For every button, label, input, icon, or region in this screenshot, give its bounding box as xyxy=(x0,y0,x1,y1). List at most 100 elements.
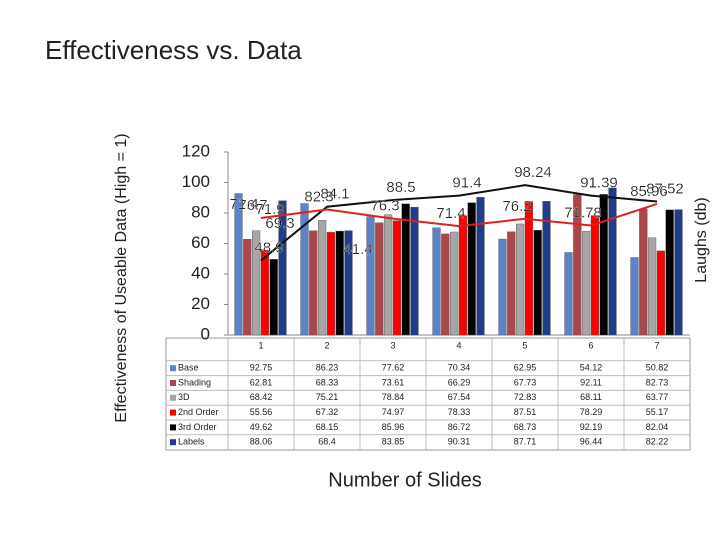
bar xyxy=(432,227,441,336)
legend-swatch xyxy=(170,409,176,416)
table-value: 70.34 xyxy=(448,363,471,373)
bar xyxy=(665,209,674,336)
x-tick-label: 3 xyxy=(390,340,395,350)
bar xyxy=(533,229,542,336)
bar xyxy=(498,238,507,336)
bar xyxy=(410,206,419,336)
table-value: 74.97 xyxy=(382,407,405,417)
table-value: 77.62 xyxy=(382,363,405,373)
y-tick-label: 0 xyxy=(201,324,210,343)
table-value: 85.96 xyxy=(382,422,405,432)
y-tick-label: 120 xyxy=(182,141,210,160)
table-value: 82.73 xyxy=(646,377,669,387)
table-value: 54.12 xyxy=(580,363,603,373)
data-label: 98.24 xyxy=(514,164,552,181)
table-value: 75.21 xyxy=(316,392,339,402)
bar xyxy=(648,237,657,336)
bar xyxy=(326,232,336,336)
table-value: 67.73 xyxy=(514,377,537,387)
table-value: 78.33 xyxy=(448,407,471,417)
table-value: 82.04 xyxy=(646,422,669,432)
table-value: 86.23 xyxy=(316,363,339,373)
legend-swatch xyxy=(170,424,176,431)
data-label: 48.9 xyxy=(254,239,283,256)
table-value: 50.82 xyxy=(646,363,669,373)
bar xyxy=(234,193,243,336)
legend-label: Base xyxy=(178,363,199,373)
y-tick-label: 20 xyxy=(191,294,210,313)
bar xyxy=(269,259,278,336)
y-tick-label: 40 xyxy=(191,263,210,282)
table-value: 72.83 xyxy=(514,392,537,402)
bar xyxy=(450,231,459,336)
bar xyxy=(309,230,318,336)
bar xyxy=(375,222,384,336)
data-label: 76.3 xyxy=(370,198,399,215)
bar xyxy=(608,187,617,336)
bar xyxy=(630,257,639,336)
table-value: 87.51 xyxy=(514,407,537,417)
bar xyxy=(344,230,353,336)
x-tick-label: 1 xyxy=(258,340,263,350)
data-label: 91.39 xyxy=(580,175,618,192)
x-tick-label: 2 xyxy=(324,340,329,350)
y-tick-label: 60 xyxy=(191,233,210,252)
table-value: 66.29 xyxy=(448,377,471,387)
legend-label: 3D xyxy=(178,392,190,402)
x-axis-label: Number of Slides xyxy=(328,469,481,491)
table-value: 63.77 xyxy=(646,392,669,402)
line-series xyxy=(260,202,658,228)
annotation: 69.3 xyxy=(265,215,294,232)
bar xyxy=(366,216,375,336)
table-value: 68.33 xyxy=(316,377,339,387)
table-value: 49.62 xyxy=(250,422,273,432)
x-tick-label: 6 xyxy=(588,340,593,350)
legend-swatch xyxy=(170,439,176,446)
bar xyxy=(335,230,344,336)
table-value: 67.32 xyxy=(316,407,339,417)
bar xyxy=(516,223,525,336)
legend-label: 2nd Order xyxy=(178,407,219,417)
data-label: 82.3 xyxy=(304,188,333,205)
legend-label: Shading xyxy=(178,377,211,387)
x-tick-label: 4 xyxy=(456,340,461,350)
bar xyxy=(384,214,393,336)
data-label: 71.78 xyxy=(564,205,602,222)
table-value: 67.54 xyxy=(448,392,471,402)
table-value: 62.81 xyxy=(250,377,273,387)
y-axis-label: Effectiveness of Useable Data (High = 1) xyxy=(113,133,130,422)
y-tick-label: 100 xyxy=(182,172,210,191)
bar xyxy=(251,230,261,336)
data-label: 88.5 xyxy=(386,179,415,196)
bar xyxy=(656,250,666,336)
data-table xyxy=(165,337,691,451)
data-label: 76.2 xyxy=(502,198,531,215)
table-value: 68.11 xyxy=(580,392,602,402)
data-label: 87.52 xyxy=(646,181,684,198)
bar xyxy=(318,220,327,336)
bar xyxy=(401,203,410,336)
bar xyxy=(590,215,600,336)
y2-axis-label: Laughs (db) xyxy=(693,197,710,282)
table-value: 90.31 xyxy=(448,437,471,447)
annotation: 41.4 xyxy=(343,241,372,258)
data-label: 71.4 xyxy=(436,205,465,222)
legend-swatch xyxy=(170,394,176,401)
x-tick-label: 7 xyxy=(654,340,659,350)
bar xyxy=(278,200,287,336)
bar xyxy=(639,208,648,336)
chart-title: Effectiveness vs. Data xyxy=(45,35,302,65)
bar xyxy=(564,252,573,336)
table-value: 82.22 xyxy=(646,437,669,447)
table-value: 88.06 xyxy=(250,437,273,447)
bar xyxy=(524,201,534,336)
bar xyxy=(573,194,582,336)
line-series xyxy=(260,184,658,262)
legend-swatch xyxy=(170,380,176,386)
annotation: 71.9 xyxy=(255,201,284,218)
table-value: 92.11 xyxy=(580,377,602,387)
bar xyxy=(582,230,591,336)
table-value: 68.42 xyxy=(250,392,273,402)
bar xyxy=(507,231,516,336)
bar xyxy=(542,201,551,336)
